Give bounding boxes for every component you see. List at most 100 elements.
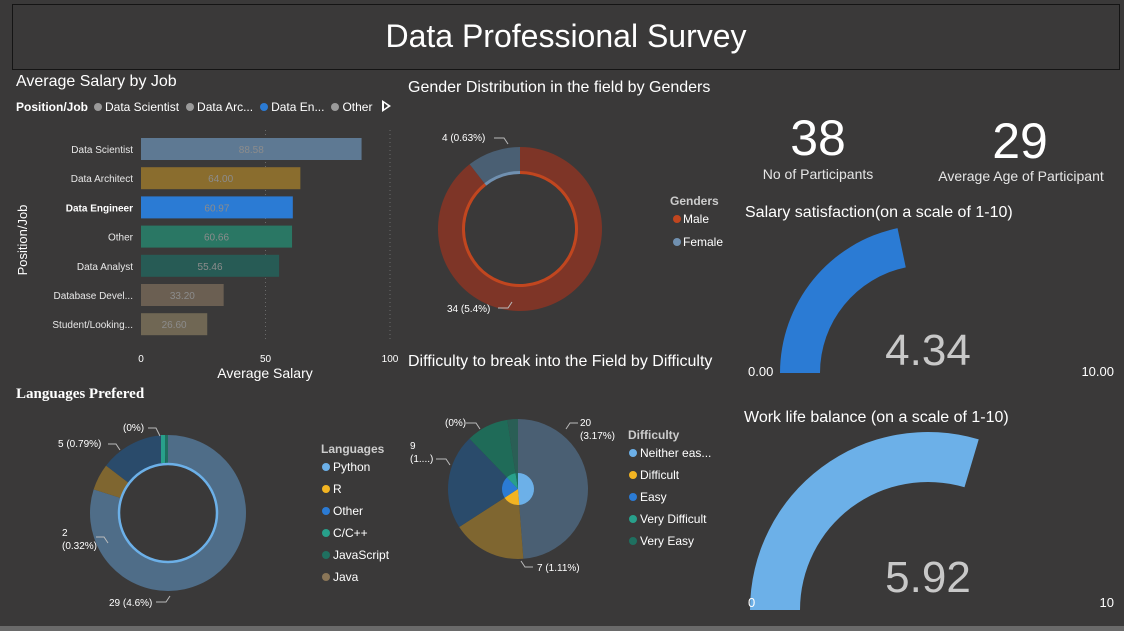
gauge-fill — [780, 228, 906, 373]
bar-value-label: 88.58 — [239, 145, 264, 156]
leader-line — [494, 137, 509, 145]
gauge-max-label: 10 — [1100, 595, 1114, 610]
gauge-min-label: 0 — [748, 595, 755, 610]
play-icon-inner — [384, 103, 388, 109]
salary-legend-item[interactable]: Data Scientist — [94, 100, 179, 114]
difficulty-title: Difficulty to break into the Field by Di… — [408, 353, 713, 370]
legend-dot — [629, 493, 637, 501]
language-data-label: 5 (0.79%) — [58, 439, 101, 450]
x-tick-label: 100 — [382, 354, 399, 365]
difficulty-slice — [469, 419, 518, 489]
difficulty-inner-slice — [504, 489, 520, 505]
legend-dot — [673, 238, 681, 246]
languages-legend-label: R — [333, 482, 342, 496]
legend-label: Other — [342, 100, 373, 114]
languages-legend-label: C/C++ — [333, 526, 368, 540]
legend-dot — [673, 215, 681, 223]
difficulty-slice — [459, 489, 524, 559]
category-label: Other — [108, 233, 134, 244]
bar-value-label: 26.60 — [162, 320, 187, 331]
languages-legend-title: Languages — [321, 442, 385, 456]
leader-line — [520, 560, 533, 568]
difficulty-inner-slice — [515, 473, 518, 489]
gender-legend-label: Female — [683, 235, 723, 249]
salary-chart-title: Average Salary by Job — [16, 73, 177, 90]
gender-data-label: 4 (0.63%) — [442, 133, 485, 144]
difficulty-pie-chart: 20 (3.17%) 7 (1.11%) 9 (1....) (0%) Difficulty… — [410, 418, 711, 574]
salary-legend-item[interactable]: Data En... — [260, 100, 324, 114]
leader-line — [108, 443, 121, 451]
bar-value-label: 33.20 — [170, 291, 195, 302]
gender-chart-title: Gender Distribution in the field by Gend… — [408, 79, 711, 96]
legend-label: Data Scientist — [105, 100, 180, 114]
gauge-value: 4.34 — [885, 326, 971, 375]
difficulty-data-label: 9 (1....) — [410, 441, 433, 465]
x-axis-label: Average Salary — [217, 365, 312, 381]
category-label: Data Architect — [71, 174, 133, 185]
legend-dot — [629, 471, 637, 479]
salary-bar — [141, 313, 208, 336]
difficulty-slice — [507, 419, 518, 489]
age-value: 29 — [992, 113, 1048, 169]
title-banner — [12, 4, 1120, 70]
leader-line — [156, 595, 171, 603]
category-label: Data Analyst — [77, 262, 133, 273]
salary-legend-item[interactable]: Other — [331, 100, 372, 114]
page-title: Data Professional Survey — [385, 18, 747, 54]
gender-slice-ring — [484, 171, 520, 186]
legend-dot — [629, 537, 637, 545]
legend-label: Data En... — [271, 100, 325, 114]
salary-bar — [141, 284, 224, 306]
language-ring — [117, 462, 219, 564]
legend-dot — [94, 103, 102, 111]
leader-line — [565, 422, 578, 430]
language-slice — [89, 435, 247, 591]
gender-slice-ring — [462, 171, 578, 287]
bar-value-label: 60.97 — [204, 203, 229, 214]
legend-dot — [322, 529, 330, 537]
x-tick-label: 0 — [138, 354, 144, 365]
legend-dot — [629, 449, 637, 457]
difficulty-inner-slice — [506, 473, 518, 489]
legend-dot — [322, 463, 330, 471]
leader-line — [498, 301, 513, 309]
difficulty-inner-slice — [518, 473, 535, 505]
leader-line — [436, 458, 451, 466]
difficulty-legend-label: Very Easy — [640, 534, 694, 548]
bar-value-label: 60.66 — [204, 233, 229, 244]
gauge-min-label: 0.00 — [748, 364, 773, 379]
difficulty-legend-label: Very Difficult — [640, 512, 707, 526]
salary-bar — [141, 167, 301, 190]
language-slice — [161, 435, 165, 463]
salary-satisfaction-title: Salary satisfaction(on a scale of 1-10) — [745, 204, 1013, 221]
participants-label: No of Participants — [762, 166, 874, 182]
difficulty-data-label: 7 (1.11%) — [537, 563, 580, 574]
language-data-label: 29 (4.6%) — [109, 598, 152, 609]
gauge-value: 5.92 — [885, 553, 971, 602]
participants-value: 38 — [790, 110, 846, 166]
difficulty-data-label: (0%) — [445, 418, 466, 429]
gender-data-label: 34 (5.4%) — [447, 304, 490, 315]
legend-label: Data Arc... — [197, 100, 254, 114]
languages-title: Languages Prefered — [16, 386, 145, 402]
salary-bar-chart: Data Scientist 88.58 Data Architect 64.00 Da… — [15, 130, 399, 381]
work-life-title: Work life balance (on a scale of 1-10) — [744, 409, 1009, 426]
gauge-max-label: 10.00 — [1081, 364, 1114, 379]
legend-dot — [322, 551, 330, 559]
gender-donut-chart: 4 (0.63%) 34 (5.4%) Genders Male Female — [438, 133, 723, 315]
language-data-label: (0%) — [123, 423, 144, 434]
salary-legend-item[interactable]: Data Arc... — [186, 100, 253, 114]
category-label: Database Devel... — [54, 291, 134, 302]
difficulty-legend-label: Neither eas... — [640, 446, 711, 460]
language-slice — [93, 465, 130, 499]
languages-legend-label: Java — [333, 570, 359, 584]
legend-dot — [331, 103, 340, 111]
difficulty-legend-title: Difficulty — [628, 428, 680, 442]
category-label: Student/Looking... — [52, 320, 133, 331]
languages-donut-chart: (0%) 5 (0.79%) 2 (0.32%) 29 (4.6%) Languages P… — [58, 423, 390, 609]
language-data-label: 2 (0.32%) — [62, 528, 97, 552]
category-label: Data Scientist — [71, 145, 133, 156]
difficulty-inner-slice — [502, 477, 518, 498]
difficulty-slice — [448, 438, 518, 528]
